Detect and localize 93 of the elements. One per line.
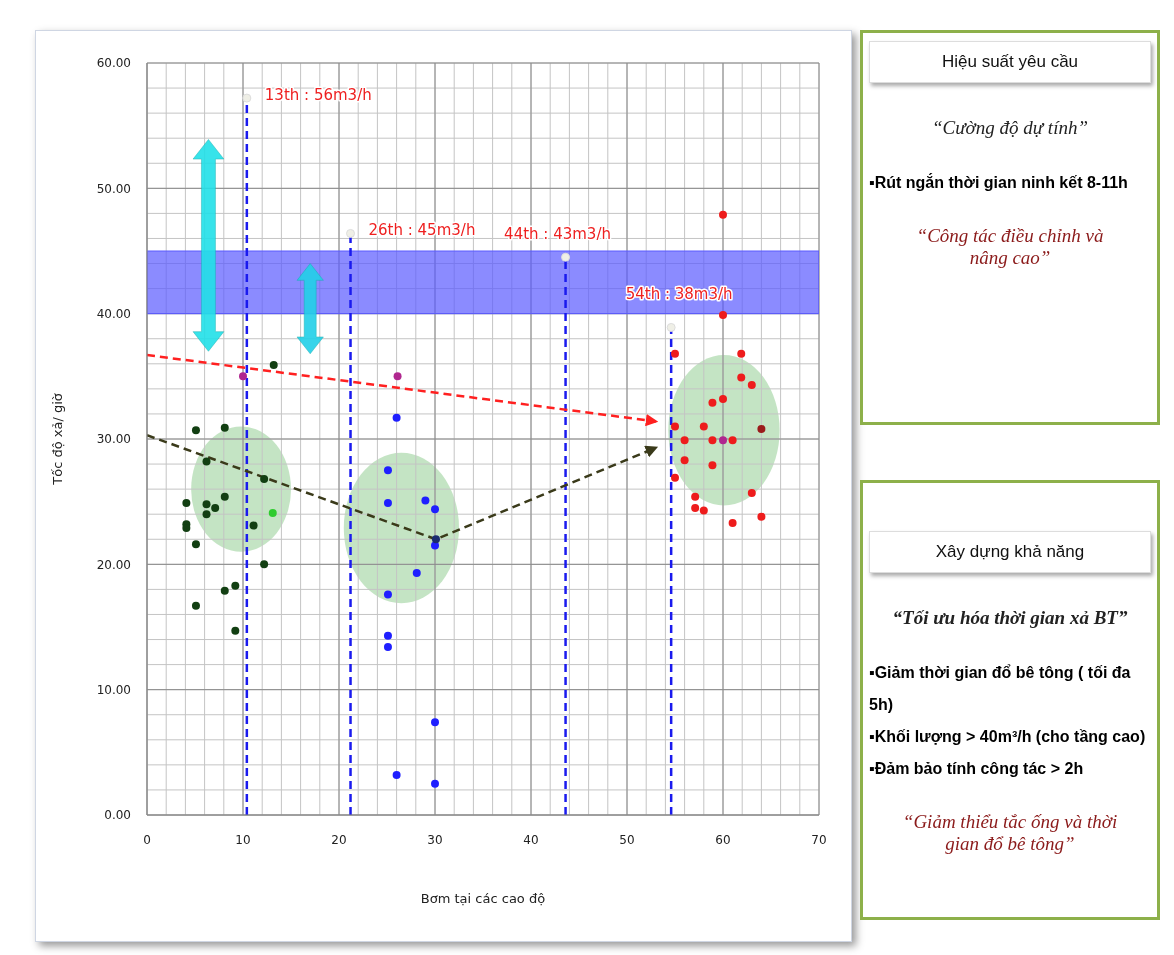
point <box>412 569 421 578</box>
text: “Cường độ dự tính” <box>931 117 1089 139</box>
point <box>383 590 392 599</box>
text: ▪Đảm bảo tính công tác > 2h <box>869 759 1085 779</box>
point <box>699 422 708 431</box>
point <box>680 456 689 465</box>
point <box>346 228 356 238</box>
point <box>202 457 211 466</box>
point <box>239 372 247 381</box>
point <box>691 492 700 501</box>
x-tick-label: 20 <box>331 832 347 847</box>
point <box>757 424 766 433</box>
annotation: 44th : 43m3/h <box>504 225 611 244</box>
point <box>392 413 401 422</box>
point <box>431 505 439 514</box>
point <box>383 643 392 652</box>
point <box>220 423 229 432</box>
annotation: 26th : 45m3/h <box>368 221 476 240</box>
y-tick-label: 30.00 <box>96 432 131 447</box>
point <box>671 422 679 431</box>
x-tick-label: 10 <box>235 832 251 847</box>
text: Hiệu suất yêu cầu <box>869 41 1151 83</box>
x-tick-label: 50 <box>619 832 635 847</box>
point <box>680 436 689 445</box>
point <box>231 581 240 590</box>
point <box>260 560 269 569</box>
point <box>191 426 200 435</box>
point <box>719 394 727 403</box>
point <box>747 381 756 390</box>
point <box>561 252 571 262</box>
point <box>202 500 211 509</box>
point <box>757 512 766 521</box>
point <box>383 631 392 640</box>
point <box>202 510 211 519</box>
x-tick-label: 30 <box>427 832 443 847</box>
point <box>699 506 708 515</box>
point <box>231 626 240 635</box>
point <box>728 436 737 445</box>
x-tick-label: 0 <box>143 832 151 847</box>
point <box>269 361 278 370</box>
point <box>737 349 746 358</box>
text: ▪Giảm thời gian đổ bê tông ( tối đa 5h) <box>869 663 1132 715</box>
text: ▪Khối lượng > 40m³/h (cho tầng cao) <box>869 727 1147 747</box>
point <box>191 601 200 610</box>
point <box>719 310 727 319</box>
point <box>671 349 679 358</box>
point <box>708 436 717 445</box>
y-tick-label: 0.00 <box>104 808 131 823</box>
text: “Giảm thiểu tắc ống và thời gian đổ bê tông” <box>901 811 1119 855</box>
text: Xây dựng khả năng <box>869 531 1151 573</box>
text: “Công tác điều chỉnh và nâng cao” <box>915 225 1105 269</box>
x-tick-label: 70 <box>811 832 827 847</box>
y-axis-title: Tốc độ xả/ giờ <box>49 393 65 486</box>
point <box>268 508 277 517</box>
point <box>708 398 717 407</box>
point <box>383 466 392 475</box>
point <box>182 498 191 507</box>
point <box>431 535 440 544</box>
point <box>708 461 717 470</box>
point <box>431 779 439 788</box>
point <box>671 473 679 482</box>
annotation: 13th : 56m3/h <box>264 86 372 105</box>
y-tick-label: 40.00 <box>96 306 131 321</box>
point <box>737 373 746 382</box>
point <box>220 492 229 501</box>
point <box>383 498 392 507</box>
point <box>431 718 439 727</box>
point <box>191 540 200 549</box>
y-tick-label: 20.00 <box>96 557 131 572</box>
point <box>747 488 756 497</box>
x-axis-title: Bơm tại các cao độ <box>420 891 546 906</box>
text: “Tối ưu hóa thời gian xả BT” <box>891 607 1129 629</box>
y-tick-label: 10.00 <box>96 682 131 697</box>
point <box>220 586 229 595</box>
point <box>719 436 727 445</box>
point <box>260 475 269 484</box>
point <box>249 521 258 530</box>
point <box>666 322 676 332</box>
point <box>431 541 439 550</box>
text: ▪Rút ngắn thời gian ninh kết 8-11h <box>869 172 1129 193</box>
y-tick-label: 60.00 <box>96 56 131 71</box>
point <box>719 210 727 219</box>
point <box>211 503 220 512</box>
x-tick-label: 40 <box>523 832 539 847</box>
point <box>728 518 737 527</box>
annotation: 54th : 38m3/h <box>625 285 733 304</box>
point <box>421 496 430 505</box>
point <box>242 93 252 103</box>
x-tick-label: 60 <box>715 832 731 847</box>
y-tick-label: 50.00 <box>96 181 131 196</box>
point <box>392 770 401 779</box>
point <box>393 372 402 381</box>
point <box>691 503 700 512</box>
